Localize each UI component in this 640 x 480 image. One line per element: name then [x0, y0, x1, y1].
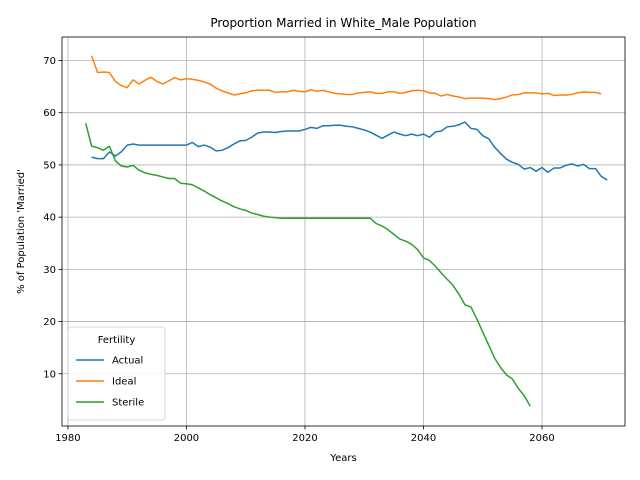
series-line-actual: [91, 121, 608, 181]
x-tick-label: 1980: [55, 433, 80, 444]
chart-title: Proportion Married in White_Male Populat…: [210, 16, 476, 30]
y-tick-label: 50: [43, 160, 56, 171]
y-tick-label: 20: [43, 317, 56, 328]
legend-title: Fertility: [98, 335, 136, 346]
y-tick-label: 60: [43, 108, 56, 119]
y-axis-label: % of Population 'Married': [16, 169, 27, 294]
series-line-ideal: [90, 55, 602, 101]
x-axis-label: Years: [329, 453, 356, 464]
legend-label-ideal: Ideal: [112, 377, 136, 388]
y-tick-label: 70: [43, 56, 56, 67]
y-tick-label: 40: [43, 213, 56, 224]
legend-label-sterile: Sterile: [112, 398, 144, 409]
x-tick-label: 2020: [292, 433, 317, 444]
series-line-sterile: [84, 122, 531, 407]
x-tick-label: 2040: [411, 433, 436, 444]
grid: [62, 37, 625, 426]
x-tick-label: 2060: [529, 433, 554, 444]
y-tick-label: 10: [43, 369, 56, 380]
axis-ticks: 1980 2000 2020 2040 2060 10 20 30 40 50 60 70: [43, 56, 554, 444]
y-tick-label: 30: [43, 265, 56, 276]
legend-label-actual: Actual: [112, 356, 143, 367]
legend-box: [67, 326, 166, 421]
x-tick-label: 2000: [174, 433, 199, 444]
plot-frame: [61, 36, 626, 427]
series-lines: [84, 55, 608, 407]
legend: Fertility Actual Ideal Sterile: [67, 326, 166, 421]
